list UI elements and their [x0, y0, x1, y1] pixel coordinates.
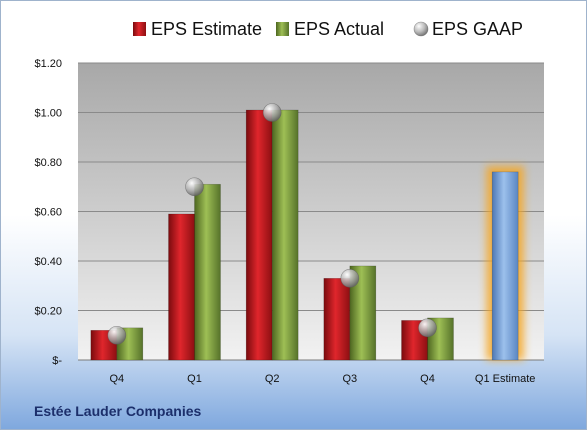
x-tick-label: Q4	[109, 373, 124, 385]
x-tick-label: Q1	[187, 373, 202, 385]
legend-label: EPS Estimate	[151, 19, 262, 39]
marker-eps-gaap	[185, 177, 204, 197]
legend-swatch	[133, 22, 146, 36]
bar-eps-estimate	[323, 278, 351, 361]
marker-eps-gaap	[262, 103, 282, 122]
bar-eps-forecast	[491, 171, 519, 361]
legend-label: EPS GAAP	[432, 19, 523, 39]
y-tick-label: $0.40	[34, 256, 62, 268]
legend-swatch	[413, 21, 429, 37]
x-tick-label: Q4	[420, 373, 435, 385]
marker-eps-gaap	[418, 318, 437, 338]
y-tick-label: $1.20	[34, 58, 62, 70]
legend-label: EPS Actual	[294, 19, 384, 39]
y-tick-label: $0.20	[34, 306, 62, 318]
x-tick-label: Q2	[265, 373, 280, 385]
y-tick-label: $0.60	[34, 207, 62, 219]
y-tick-label: $1.00	[34, 108, 62, 120]
y-tick-label: $-	[52, 355, 62, 367]
legend-swatch	[276, 22, 289, 36]
bar-eps-actual	[271, 109, 299, 361]
marker-eps-gaap	[340, 269, 360, 288]
x-tick-label: Q1 Estimate	[475, 373, 536, 385]
marker-eps-gaap	[107, 325, 127, 345]
x-tick-label: Q3	[342, 373, 357, 385]
bar-eps-estimate	[245, 109, 273, 361]
company-name: Estée Lauder Companies	[34, 403, 202, 419]
y-tick-label: $0.80	[34, 157, 62, 169]
bar-eps-estimate	[168, 213, 195, 361]
bar-eps-actual	[194, 183, 221, 361]
